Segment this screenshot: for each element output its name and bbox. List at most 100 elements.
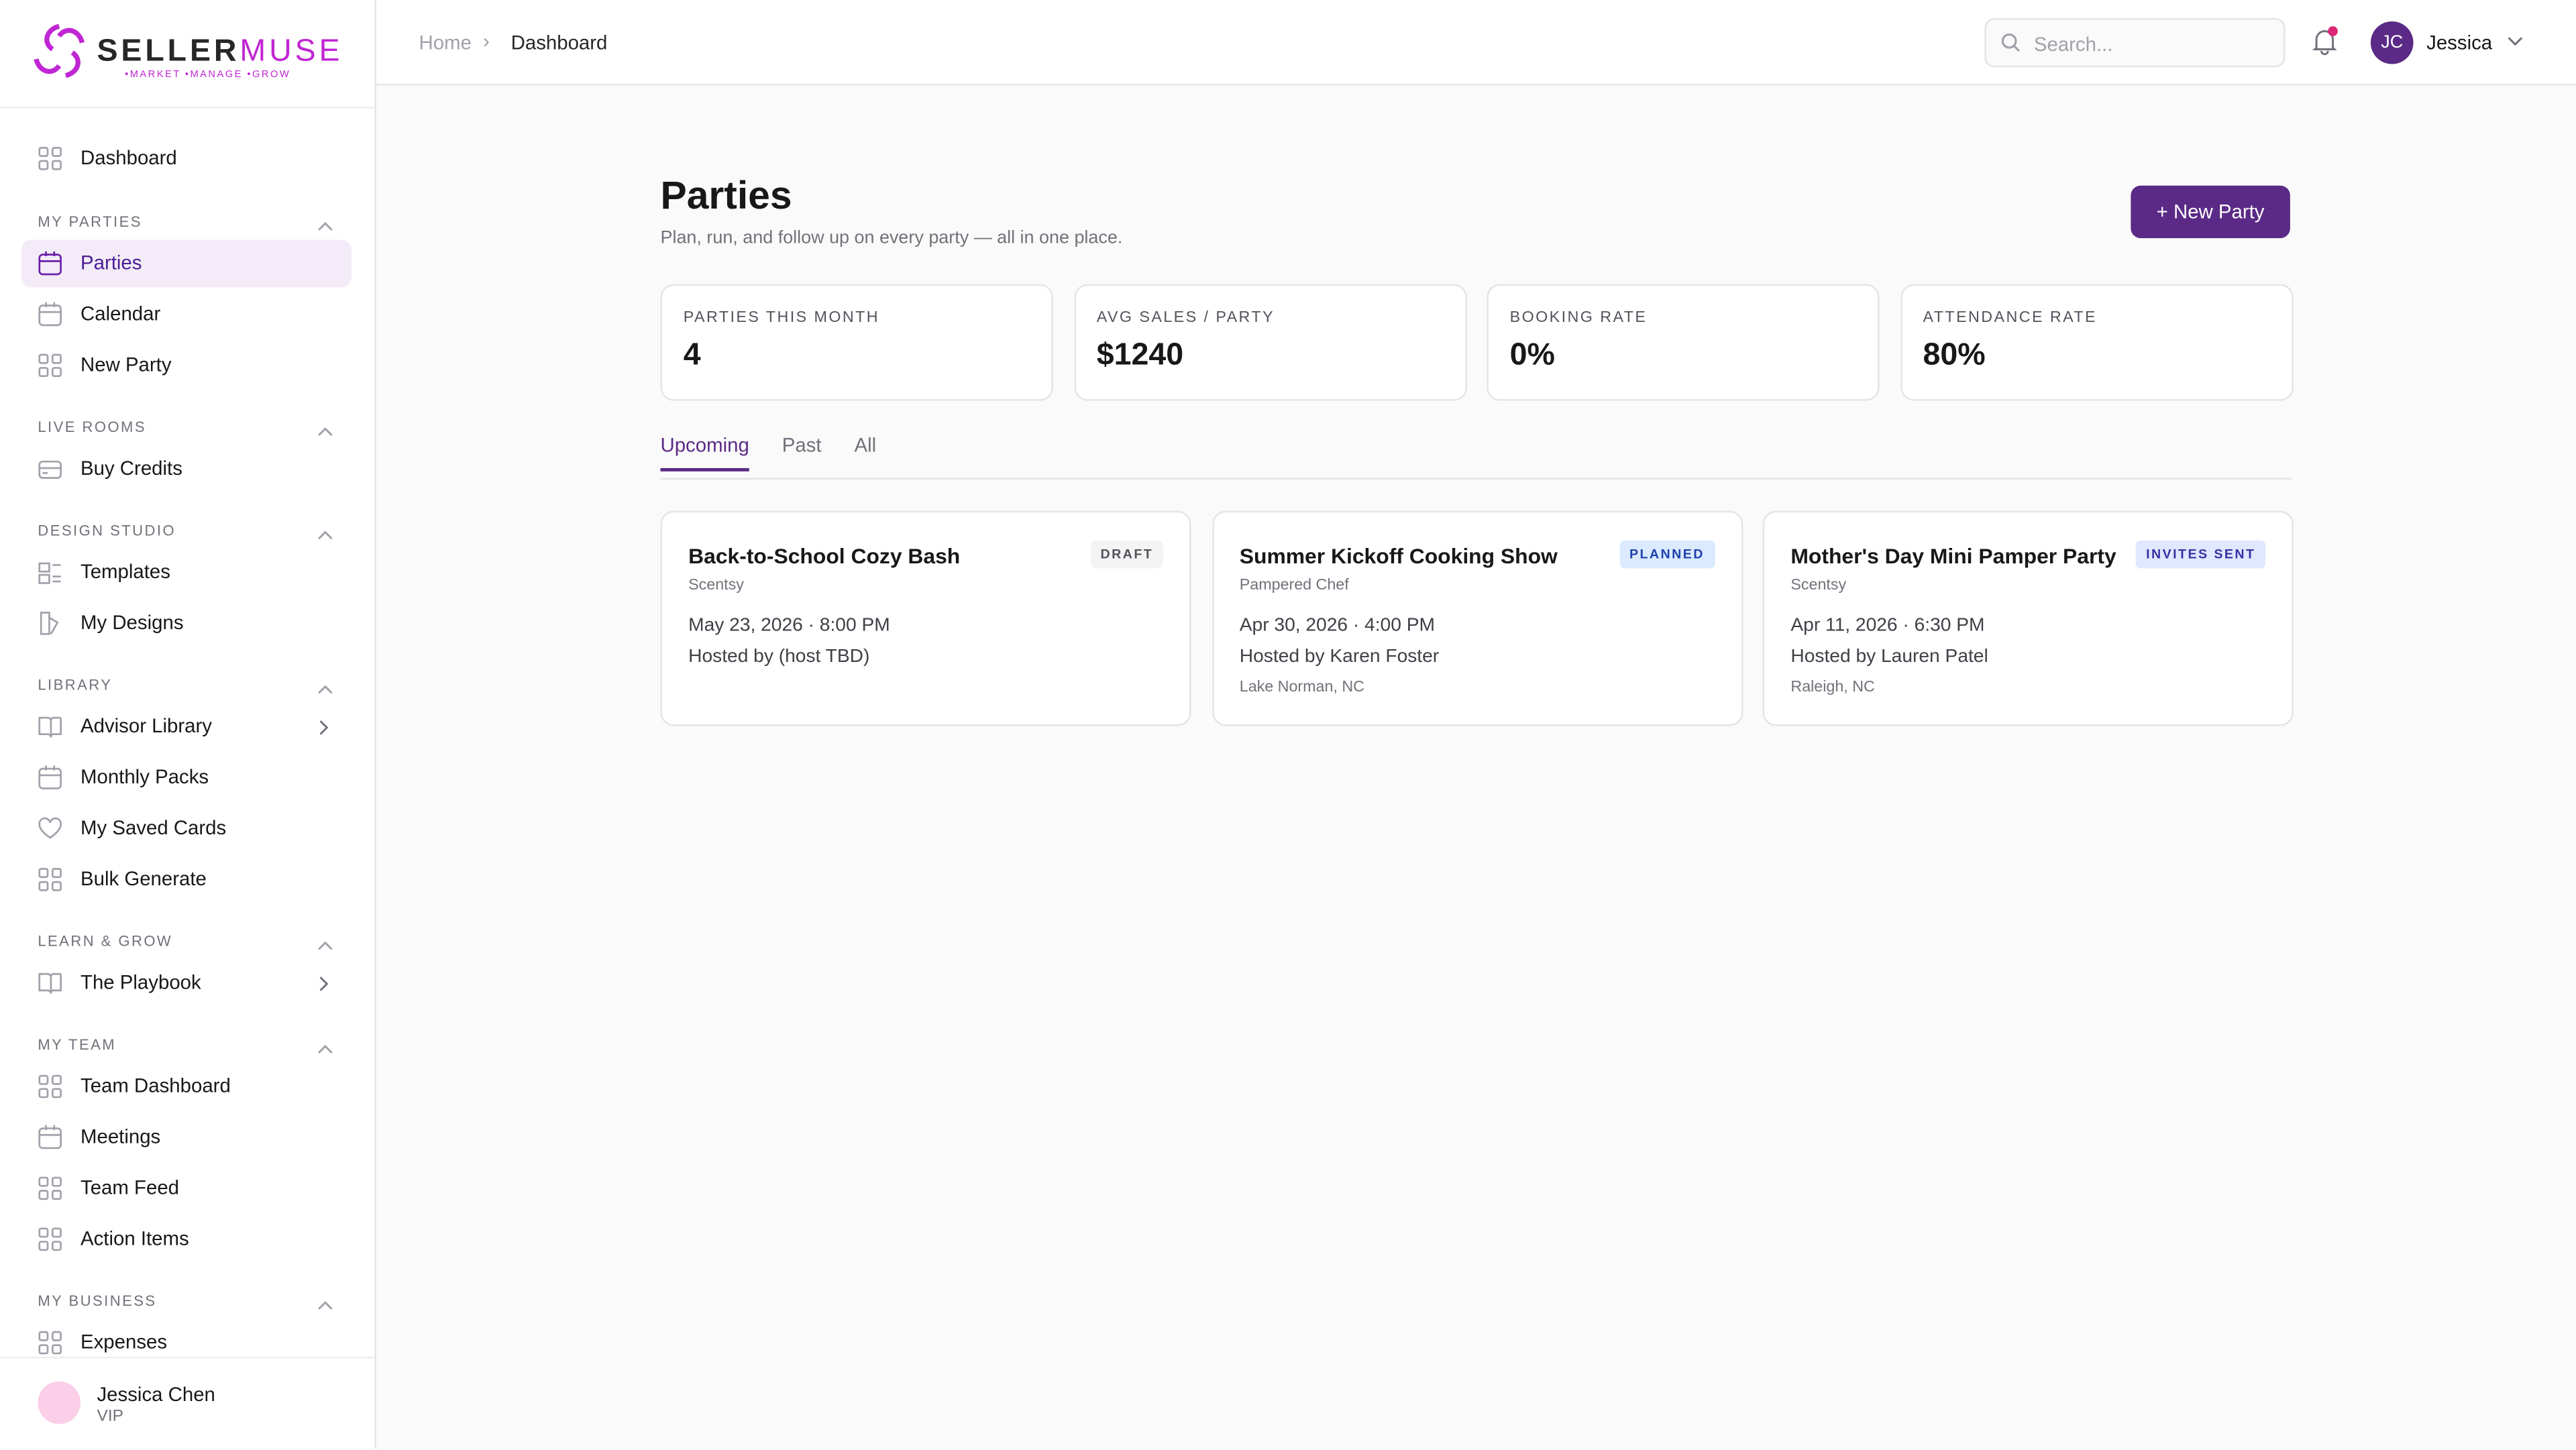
stat-label: BOOKING RATE — [1509, 309, 1648, 327]
nav-icon — [38, 147, 62, 170]
nav-item[interactable]: Expenses — [21, 1319, 352, 1357]
nav-label: Bulk Generate — [80, 867, 207, 891]
nav-item[interactable]: The Playbook — [21, 959, 352, 1007]
nav-label: Expenses — [80, 1330, 168, 1353]
section-toggle[interactable] — [317, 212, 333, 231]
nav-icon — [38, 765, 62, 789]
nav-item[interactable]: Action Items — [21, 1215, 352, 1263]
card-title: Mother's Day Mini Pamper Party — [1790, 543, 2116, 569]
nav-icon — [38, 817, 62, 839]
section-toggle[interactable] — [317, 1035, 333, 1054]
card-host: Hosted by Karen Foster — [1239, 647, 1440, 667]
tab[interactable]: Past — [782, 433, 822, 457]
nav-icon — [38, 353, 62, 378]
nav-item[interactable]: Calendar — [21, 290, 352, 338]
nav-label: My Designs — [80, 611, 184, 634]
section-toggle[interactable] — [317, 932, 333, 950]
card-host: Hosted by (host TBD) — [688, 647, 870, 667]
stat-label: PARTIES THIS MONTH — [683, 309, 880, 327]
card-title: Back-to-School Cozy Bash — [688, 543, 961, 569]
nav-icon — [38, 1331, 62, 1355]
nav-icon — [38, 868, 62, 891]
nav-label: Parties — [80, 251, 142, 274]
party-card[interactable]: Mother's Day Mini Pamper Party INVITES SE… — [1762, 510, 2294, 726]
tab[interactable]: All — [854, 433, 877, 457]
chevron — [319, 720, 329, 735]
nav-label: The Playbook — [80, 970, 201, 994]
nav-item[interactable]: Bulk Generate — [21, 856, 352, 903]
stat-card: AVG SALES / PARTY $1240 — [1073, 284, 1466, 401]
nav-item[interactable]: Dashboard — [21, 135, 352, 182]
stat-card: PARTIES THIS MONTH 4 — [660, 284, 1053, 401]
tab[interactable]: Upcoming — [660, 434, 749, 471]
nav-item[interactable]: Monthly Packs — [21, 754, 352, 801]
section-title: MY BUSINESS — [38, 1292, 157, 1309]
nav-item[interactable]: Buy Credits — [21, 445, 352, 493]
section-title: LIBRARY — [38, 676, 113, 693]
section-toggle[interactable] — [317, 520, 333, 540]
breadcrumb[interactable]: Dashboard — [511, 31, 608, 54]
nav-icon — [38, 716, 62, 738]
nav-label: Buy Credits — [80, 456, 182, 480]
nav-item[interactable]: New Party — [21, 341, 352, 389]
section-title: LEARN & GROW — [38, 933, 173, 950]
section-title: DESIGN STUDIO — [38, 522, 176, 539]
stat-label: ATTENDANCE RATE — [1923, 309, 2098, 327]
nav-icon — [38, 1227, 62, 1251]
nav-item[interactable]: Team Dashboard — [21, 1062, 352, 1110]
search-icon — [2001, 33, 2020, 52]
page-subtitle: Plan, run, and follow up on every party … — [660, 228, 1123, 248]
card-brand: Pampered Chef — [1239, 576, 1349, 595]
user-footer: Jessica Chen VIP — [0, 1356, 375, 1450]
stat-value: 0% — [1509, 338, 1555, 373]
logo-mark — [34, 23, 85, 78]
nav-item[interactable]: My Designs — [21, 600, 352, 647]
new-party-button[interactable]: + New Party — [2131, 185, 2290, 239]
chevron — [2508, 37, 2523, 46]
stat-value: 4 — [683, 338, 701, 373]
nav-label: Calendar — [80, 302, 161, 325]
nav-icon — [38, 251, 62, 276]
avatar — [38, 1381, 81, 1425]
nav-item[interactable]: Parties — [21, 239, 352, 288]
nav-icon — [38, 1125, 62, 1150]
card-brand: Scentsy — [688, 576, 744, 595]
logo-a: SELLER — [97, 34, 240, 69]
sidebar: SELLERMUSE •MARKET •MANAGE •GROW Dashboa… — [0, 0, 376, 1449]
search[interactable]: Search... — [1984, 17, 2286, 68]
avatar[interactable]: JC — [2370, 21, 2414, 64]
user-menu[interactable]: Jessica — [2426, 31, 2493, 54]
nav-label: Team Dashboard — [80, 1074, 231, 1097]
card-location: Raleigh, NC — [1790, 678, 1875, 697]
tabs-divider — [660, 478, 2292, 480]
nav-label: Advisor Library — [80, 714, 212, 738]
nav-icon — [40, 612, 59, 635]
nav-item[interactable]: My Saved Cards — [21, 805, 352, 852]
section-toggle[interactable] — [317, 417, 333, 437]
status-badge: PLANNED — [1619, 540, 1715, 569]
nav-item[interactable]: Advisor Library — [21, 703, 352, 750]
party-card[interactable]: Back-to-School Cozy Bash DRAFT Scentsy May … — [660, 510, 1191, 726]
status-badge: DRAFT — [1090, 540, 1163, 569]
section-title: MY TEAM — [38, 1036, 117, 1053]
card-title: Summer Kickoff Cooking Show — [1239, 543, 1558, 569]
nav-icon — [38, 302, 62, 327]
breadcrumb[interactable]: Home — [419, 31, 472, 54]
section-title: LIVE ROOMS — [38, 419, 146, 435]
nav-item[interactable]: Team Feed — [21, 1164, 352, 1212]
section-toggle[interactable] — [317, 1291, 333, 1310]
section-toggle[interactable] — [317, 675, 333, 694]
nav-icon — [38, 972, 62, 994]
party-card[interactable]: Summer Kickoff Cooking Show PLANNED Pamper… — [1212, 510, 1743, 726]
card-host: Hosted by Lauren Patel — [1790, 647, 1988, 667]
card-brand: Scentsy — [1790, 576, 1847, 595]
bell[interactable] — [2312, 26, 2338, 56]
nav-item[interactable]: Templates — [21, 549, 352, 596]
stat-card: ATTENDANCE RATE 80% — [1900, 284, 2293, 401]
card-datetime: May 23, 2026 · 8:00 PM — [688, 616, 890, 636]
nav-item[interactable]: Meetings — [21, 1113, 352, 1161]
user-name: Jessica Chen — [97, 1383, 215, 1406]
card-datetime: Apr 11, 2026 · 6:30 PM — [1790, 616, 1985, 636]
nav-icon — [38, 1074, 62, 1099]
